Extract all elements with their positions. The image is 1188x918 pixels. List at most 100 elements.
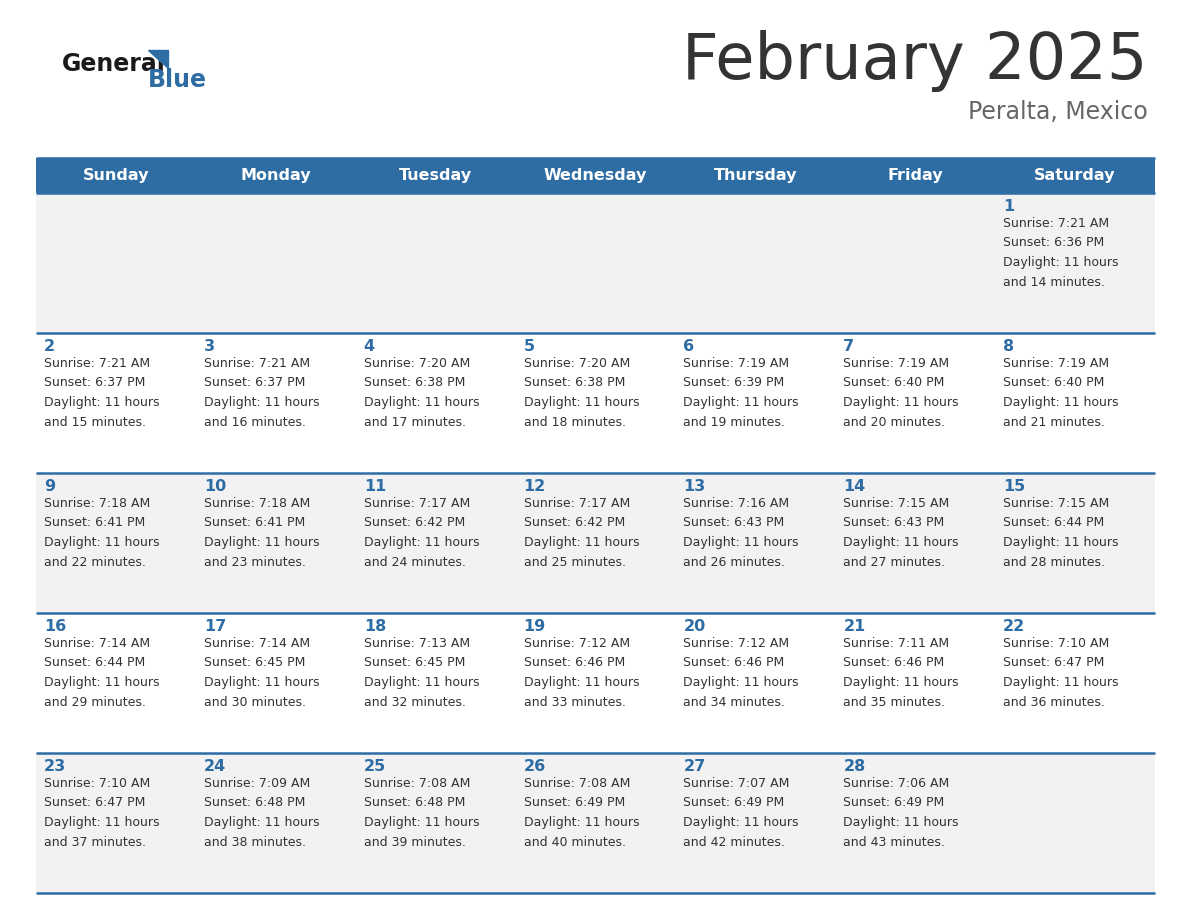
Text: Sunset: 6:38 PM: Sunset: 6:38 PM: [524, 376, 625, 389]
Text: Sunset: 6:40 PM: Sunset: 6:40 PM: [843, 376, 944, 389]
Text: 10: 10: [204, 479, 226, 494]
Text: 26: 26: [524, 759, 545, 774]
Bar: [516, 158, 676, 193]
Text: and 24 minutes.: and 24 minutes.: [364, 555, 466, 568]
Bar: [516, 613, 676, 753]
Text: Wednesday: Wednesday: [544, 168, 647, 183]
Bar: [835, 193, 996, 333]
Bar: [36, 753, 196, 893]
Text: and 33 minutes.: and 33 minutes.: [524, 696, 625, 709]
Text: 20: 20: [683, 619, 706, 634]
Text: Sunset: 6:41 PM: Sunset: 6:41 PM: [44, 517, 145, 530]
Text: Daylight: 11 hours: Daylight: 11 hours: [683, 816, 798, 829]
Text: Saturday: Saturday: [1035, 168, 1116, 183]
Text: Sunset: 6:42 PM: Sunset: 6:42 PM: [524, 517, 625, 530]
Text: 21: 21: [843, 619, 866, 634]
Text: Sunset: 6:39 PM: Sunset: 6:39 PM: [683, 376, 785, 389]
Bar: [676, 753, 835, 893]
Text: Sunset: 6:37 PM: Sunset: 6:37 PM: [204, 376, 305, 389]
Text: 28: 28: [843, 759, 866, 774]
Text: Daylight: 11 hours: Daylight: 11 hours: [1003, 396, 1119, 409]
Text: Sunrise: 7:17 AM: Sunrise: 7:17 AM: [524, 497, 630, 510]
Text: Daylight: 11 hours: Daylight: 11 hours: [44, 536, 159, 549]
Text: Sunset: 6:49 PM: Sunset: 6:49 PM: [683, 797, 785, 810]
Text: and 22 minutes.: and 22 minutes.: [44, 555, 146, 568]
Text: 27: 27: [683, 759, 706, 774]
Text: Sunrise: 7:09 AM: Sunrise: 7:09 AM: [204, 777, 310, 790]
Bar: [196, 193, 355, 333]
Text: and 23 minutes.: and 23 minutes.: [204, 555, 305, 568]
Text: 14: 14: [843, 479, 866, 494]
Text: Sunrise: 7:15 AM: Sunrise: 7:15 AM: [843, 497, 949, 510]
Bar: [676, 158, 835, 193]
Text: Daylight: 11 hours: Daylight: 11 hours: [683, 676, 798, 689]
Text: Blue: Blue: [148, 68, 207, 92]
Text: and 18 minutes.: and 18 minutes.: [524, 416, 626, 429]
Text: Sunset: 6:36 PM: Sunset: 6:36 PM: [1003, 237, 1105, 250]
Text: and 43 minutes.: and 43 minutes.: [843, 835, 946, 848]
Text: Sunset: 6:48 PM: Sunset: 6:48 PM: [204, 797, 305, 810]
Text: Sunrise: 7:13 AM: Sunrise: 7:13 AM: [364, 637, 469, 650]
Text: 9: 9: [44, 479, 55, 494]
Text: 1: 1: [1003, 199, 1015, 214]
Text: Sunrise: 7:21 AM: Sunrise: 7:21 AM: [204, 357, 310, 370]
Text: Sunrise: 7:19 AM: Sunrise: 7:19 AM: [843, 357, 949, 370]
Bar: [36, 613, 196, 753]
Text: Sunrise: 7:19 AM: Sunrise: 7:19 AM: [1003, 357, 1110, 370]
Text: Sunset: 6:47 PM: Sunset: 6:47 PM: [1003, 656, 1105, 669]
Text: 25: 25: [364, 759, 386, 774]
Bar: [516, 193, 676, 333]
Text: Sunrise: 7:14 AM: Sunrise: 7:14 AM: [44, 637, 150, 650]
Bar: [676, 473, 835, 613]
Text: Sunset: 6:46 PM: Sunset: 6:46 PM: [683, 656, 785, 669]
Bar: [996, 158, 1155, 193]
Text: Daylight: 11 hours: Daylight: 11 hours: [1003, 676, 1119, 689]
Text: Sunrise: 7:08 AM: Sunrise: 7:08 AM: [524, 777, 630, 790]
Text: Sunset: 6:43 PM: Sunset: 6:43 PM: [683, 517, 785, 530]
Text: 17: 17: [204, 619, 226, 634]
Text: 5: 5: [524, 339, 535, 354]
Text: and 21 minutes.: and 21 minutes.: [1003, 416, 1105, 429]
Text: and 19 minutes.: and 19 minutes.: [683, 416, 785, 429]
Text: Sunrise: 7:11 AM: Sunrise: 7:11 AM: [843, 637, 949, 650]
Bar: [196, 158, 355, 193]
Text: 2: 2: [44, 339, 55, 354]
Text: and 35 minutes.: and 35 minutes.: [843, 696, 946, 709]
Text: Daylight: 11 hours: Daylight: 11 hours: [44, 816, 159, 829]
Bar: [996, 333, 1155, 473]
Text: General: General: [62, 52, 166, 76]
Text: and 27 minutes.: and 27 minutes.: [843, 555, 946, 568]
Text: Daylight: 11 hours: Daylight: 11 hours: [683, 536, 798, 549]
Text: and 32 minutes.: and 32 minutes.: [364, 696, 466, 709]
Text: Sunset: 6:46 PM: Sunset: 6:46 PM: [524, 656, 625, 669]
Text: Sunset: 6:42 PM: Sunset: 6:42 PM: [364, 517, 465, 530]
Text: Daylight: 11 hours: Daylight: 11 hours: [204, 676, 320, 689]
Bar: [36, 473, 196, 613]
Text: Sunrise: 7:14 AM: Sunrise: 7:14 AM: [204, 637, 310, 650]
Text: Sunrise: 7:18 AM: Sunrise: 7:18 AM: [204, 497, 310, 510]
Text: Sunset: 6:44 PM: Sunset: 6:44 PM: [44, 656, 145, 669]
Text: Sunrise: 7:12 AM: Sunrise: 7:12 AM: [524, 637, 630, 650]
Text: Daylight: 11 hours: Daylight: 11 hours: [364, 536, 479, 549]
Bar: [835, 613, 996, 753]
Text: 22: 22: [1003, 619, 1025, 634]
Text: Sunset: 6:38 PM: Sunset: 6:38 PM: [364, 376, 465, 389]
Bar: [835, 753, 996, 893]
Text: Daylight: 11 hours: Daylight: 11 hours: [843, 816, 959, 829]
Bar: [355, 193, 516, 333]
Text: 11: 11: [364, 479, 386, 494]
Bar: [835, 333, 996, 473]
Text: Daylight: 11 hours: Daylight: 11 hours: [204, 396, 320, 409]
Bar: [516, 333, 676, 473]
Text: Daylight: 11 hours: Daylight: 11 hours: [364, 676, 479, 689]
Text: Sunrise: 7:16 AM: Sunrise: 7:16 AM: [683, 497, 790, 510]
Text: Peralta, Mexico: Peralta, Mexico: [968, 100, 1148, 124]
Text: and 14 minutes.: and 14 minutes.: [1003, 275, 1105, 288]
Bar: [676, 333, 835, 473]
Text: Daylight: 11 hours: Daylight: 11 hours: [204, 816, 320, 829]
Text: Sunset: 6:43 PM: Sunset: 6:43 PM: [843, 517, 944, 530]
Text: 4: 4: [364, 339, 375, 354]
Text: 6: 6: [683, 339, 695, 354]
Bar: [355, 333, 516, 473]
Text: and 38 minutes.: and 38 minutes.: [204, 835, 305, 848]
